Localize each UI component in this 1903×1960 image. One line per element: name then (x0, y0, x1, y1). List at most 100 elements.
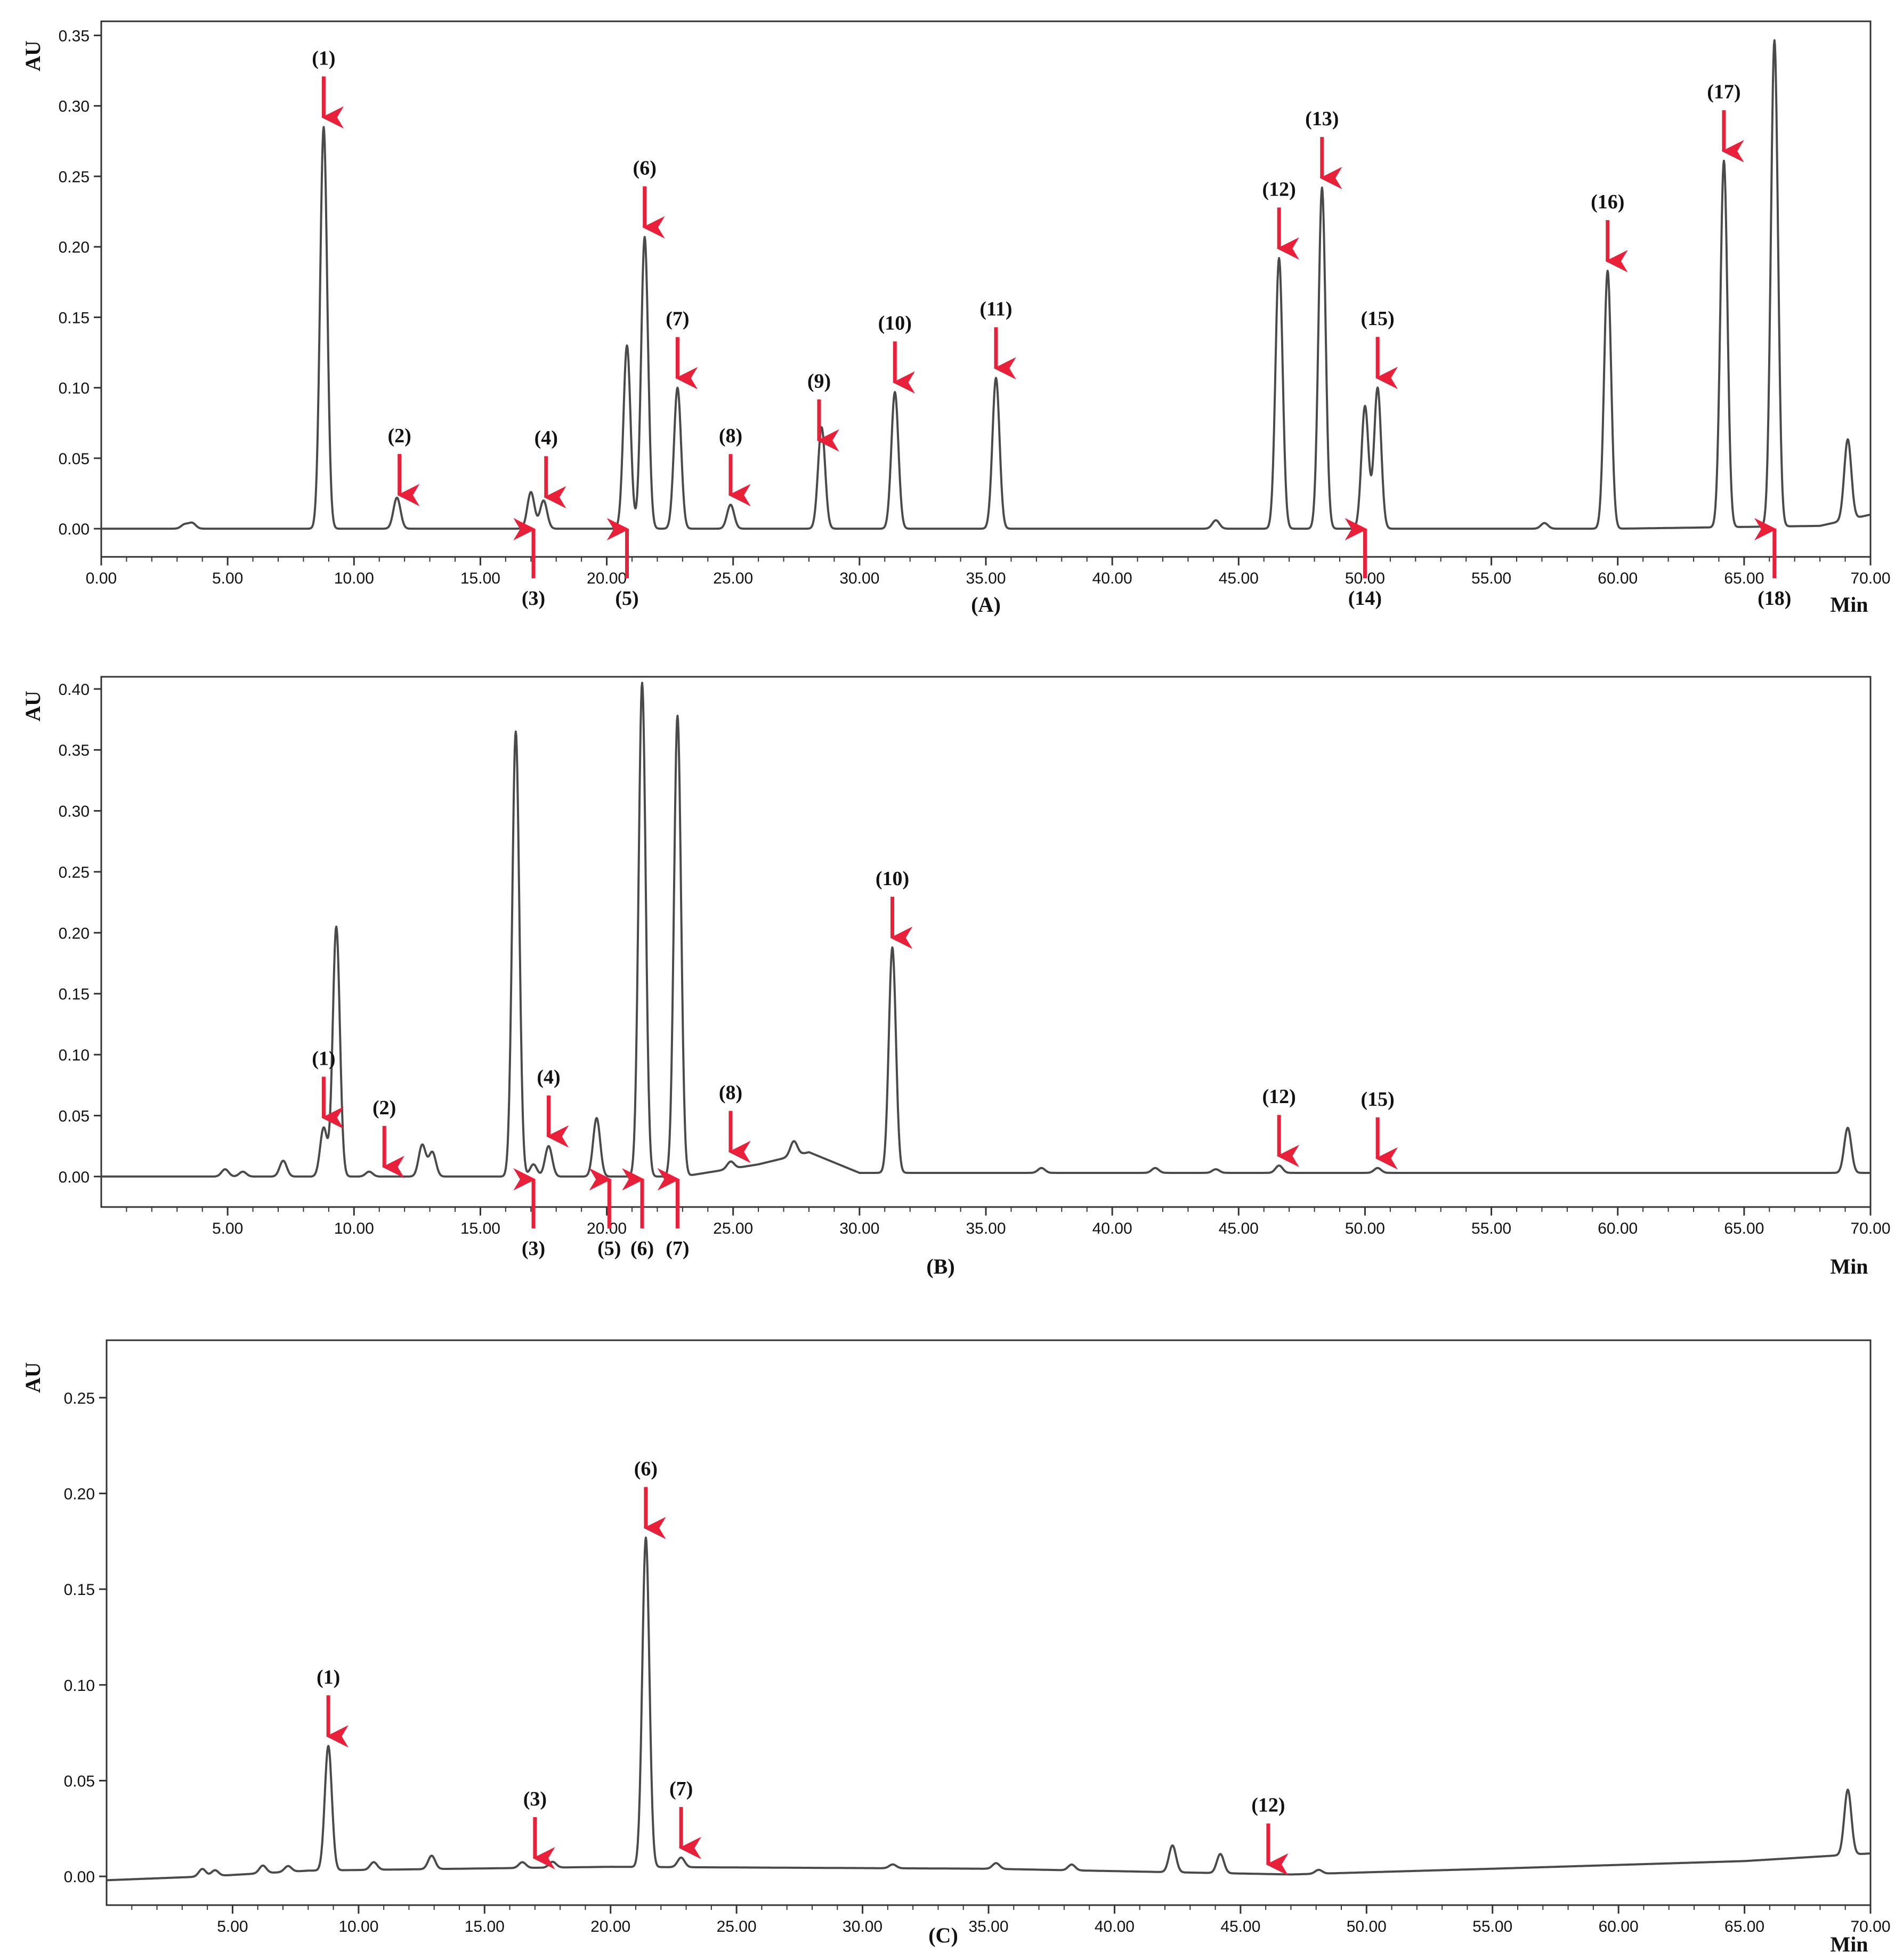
peak-annotation: (15) (1361, 1088, 1398, 1170)
peak-annotation: (14) (1345, 518, 1382, 610)
peak-label: (6) (633, 157, 657, 180)
x-tick-label: 55.00 (1471, 1220, 1511, 1237)
panel-a: AU 0.00 0.05 0.10 0.15 0.20 0.25 0.30 0.35 0.00… (21, 20, 1891, 617)
peak-annotation: (7) (666, 308, 698, 390)
x-tick-label: 20.00 (590, 1918, 630, 1935)
peak-annotation: (12) (1262, 1086, 1299, 1168)
x-tick-label: 15.00 (460, 570, 500, 587)
panel-a-ylabel: AU (21, 41, 45, 71)
y-tick-label: 0.15 (59, 986, 90, 1003)
peak-label: (12) (1251, 1794, 1285, 1817)
peak-annotation: (6) (622, 1168, 654, 1260)
panel-c-ylabel: AU (21, 1362, 45, 1393)
peak-label: (7) (666, 308, 689, 330)
peak-label: (3) (522, 587, 545, 610)
peak-annotation: (11) (979, 298, 1016, 380)
peak-label: (4) (535, 427, 558, 449)
peak-label: (8) (719, 425, 742, 447)
x-tick-label: 5.00 (212, 1220, 243, 1237)
peak-annotation: (18) (1754, 518, 1791, 610)
peak-label: (3) (522, 1237, 545, 1260)
panel-c-y-ticks: 0.00 0.05 0.10 0.15 0.20 0.25 (64, 1390, 107, 1886)
peak-annotation: (7) (669, 1778, 701, 1859)
y-tick-label: 0.35 (59, 27, 90, 45)
panel-b-trace (100, 682, 1872, 1178)
peak-annotation: (12) (1251, 1794, 1289, 1876)
peak-label: (17) (1707, 81, 1740, 103)
peak-annotation: (3) (513, 518, 545, 610)
panel-c-trace (106, 1536, 1872, 1882)
x-tick-label: 25.00 (713, 570, 753, 587)
y-tick-label: 0.30 (59, 98, 90, 116)
x-tick-label: 15.00 (460, 1220, 500, 1237)
peak-label: (7) (666, 1237, 689, 1260)
x-tick-label: 30.00 (839, 1220, 879, 1237)
x-tick-label: 10.00 (338, 1918, 378, 1935)
peak-label: (1) (312, 1048, 335, 1070)
y-tick-label: 0.40 (59, 681, 90, 699)
x-tick-label: 5.00 (212, 570, 243, 587)
panel-b-label: (B) (926, 1254, 954, 1278)
peak-annotation: (6) (634, 1457, 666, 1540)
x-tick-label: 10.00 (334, 1220, 374, 1237)
peak-annotation: (16) (1591, 191, 1628, 273)
x-tick-label: 70.00 (1850, 570, 1890, 587)
x-tick-label: 55.00 (1471, 570, 1511, 587)
peak-annotation: (15) (1361, 307, 1398, 390)
peak-annotation: (1) (312, 47, 344, 129)
peak-annotation: (3) (513, 1168, 545, 1260)
panel-a-x-ticks: 0.00 5.00 10.00 15.00 20.00 25.00 30.00 35.00 40… (86, 557, 1891, 587)
x-tick-label: 20.00 (587, 1220, 627, 1237)
peak-label: (15) (1361, 307, 1394, 330)
peak-annotation: (8) (719, 1082, 751, 1163)
panel-a-frame (100, 20, 1872, 558)
x-tick-label: 70.00 (1850, 1220, 1890, 1237)
x-tick-label: 40.00 (1092, 1220, 1132, 1237)
peak-label: (10) (878, 312, 912, 335)
peak-annotation: (2) (372, 1097, 405, 1178)
peak-annotation: (8) (719, 425, 751, 507)
panel-b-annotations: (1) (2) (3) (4) (5) (6) (7) (8) (10) (12) (15) (312, 868, 1398, 1260)
x-tick-label: 40.00 (1095, 1918, 1135, 1935)
peak-label: (14) (1348, 587, 1382, 610)
peak-label: (2) (388, 425, 411, 447)
x-tick-label: 45.00 (1219, 570, 1259, 587)
y-tick-label: 0.05 (64, 1772, 95, 1790)
peak-annotation: (3) (523, 1788, 555, 1869)
y-tick-label: 0.00 (59, 1169, 90, 1186)
panel-a-y-ticks: 0.00 0.05 0.10 0.15 0.20 0.25 0.30 0.35 (59, 27, 101, 538)
x-tick-label: 50.00 (1345, 1220, 1385, 1237)
peak-annotation: (5) (589, 1168, 621, 1260)
x-tick-label: 5.00 (217, 1918, 248, 1935)
y-tick-label: 0.10 (59, 380, 90, 398)
y-tick-label: 0.05 (59, 1107, 90, 1125)
x-tick-label: 65.00 (1724, 570, 1764, 587)
x-tick-label: 30.00 (843, 1918, 882, 1935)
x-tick-label: 65.00 (1724, 1918, 1764, 1935)
peak-annotation: (2) (388, 425, 420, 507)
y-tick-label: 0.05 (59, 450, 90, 468)
panel-b: AU 0.000.050.100.150.200.250.300.350.40 … (21, 676, 1891, 1278)
y-tick-label: 0.00 (59, 521, 90, 538)
panel-c-x-ticks: 5.00 10.00 15.00 20.00 25.00 30.00 35.00 40.00 4… (131, 1905, 1891, 1935)
y-tick-label: 0.20 (64, 1485, 95, 1503)
x-tick-label: 35.00 (966, 570, 1006, 587)
panel-c-frame (106, 1339, 1872, 1906)
y-tick-label: 0.10 (59, 1047, 90, 1064)
y-tick-label: 0.20 (59, 239, 90, 256)
peak-annotation: (10) (876, 868, 913, 949)
peak-annotation: (7) (657, 1168, 690, 1260)
peak-label: (10) (876, 868, 909, 890)
panel-b-xlabel: Min (1830, 1254, 1868, 1278)
peak-annotation: (5) (606, 518, 639, 610)
peak-annotation: (1) (317, 1666, 349, 1748)
peak-annotation: (17) (1707, 81, 1744, 163)
peak-label: (12) (1262, 178, 1296, 200)
panel-a-xlabel: Min (1830, 593, 1868, 617)
peak-annotation: (12) (1262, 178, 1299, 260)
peak-label: (7) (669, 1778, 693, 1800)
x-tick-label: 45.00 (1220, 1918, 1260, 1935)
x-tick-label: 10.00 (334, 570, 374, 587)
peak-label: (13) (1305, 108, 1339, 130)
peak-label: (4) (537, 1066, 560, 1089)
